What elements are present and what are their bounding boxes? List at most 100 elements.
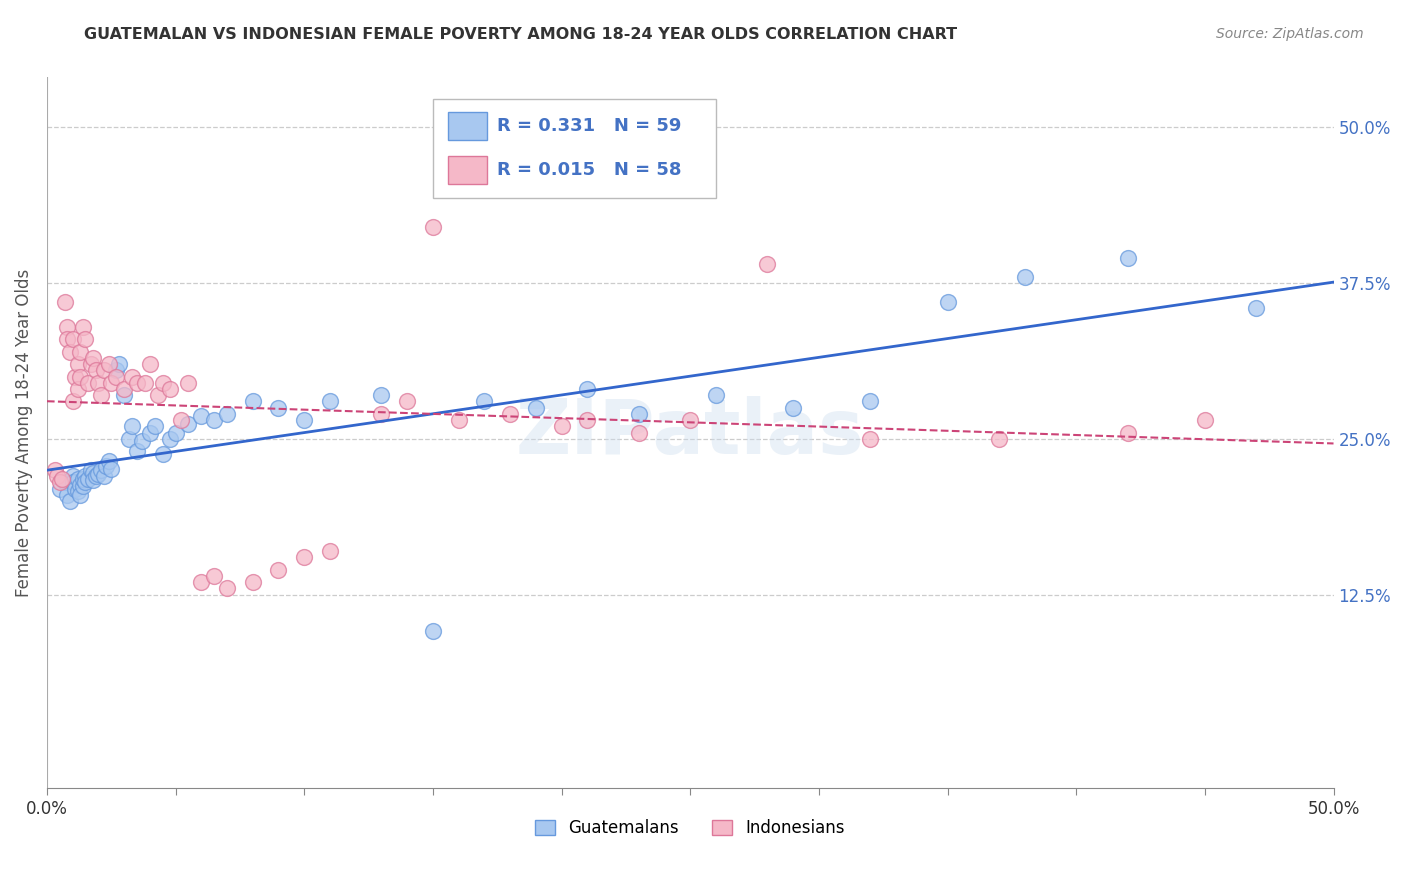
Point (139, 357, 162, 371)
Point (177, 376, 200, 390)
Point (82, 473, 104, 487)
Point (472, 394, 495, 409)
Point (66, 472, 89, 486)
Point (46, 469, 69, 483)
Point (202, 413, 225, 427)
Point (202, 569, 225, 583)
Point (69, 478, 91, 492)
Point (82, 351, 104, 365)
Point (319, 394, 342, 409)
Point (242, 394, 264, 409)
Point (79, 357, 101, 371)
Point (75, 469, 97, 483)
Point (66, 382, 89, 396)
Point (72, 479, 94, 493)
Point (146, 388, 169, 402)
Point (550, 419, 572, 434)
Point (112, 388, 135, 402)
Point (62, 469, 84, 483)
Point (49, 475, 72, 490)
Point (370, 388, 392, 402)
Point (319, 544, 342, 558)
Point (56, 488, 79, 502)
Point (108, 357, 131, 371)
Legend: Guatemalans, Indonesians: Guatemalans, Indonesians (529, 812, 852, 844)
Point (170, 413, 193, 427)
Point (82, 466, 104, 480)
Point (152, 376, 174, 390)
Point (859, 394, 882, 409)
Point (69, 488, 91, 502)
Point (105, 369, 128, 384)
Text: R = 0.015   N = 58: R = 0.015 N = 58 (498, 161, 682, 178)
Point (121, 369, 143, 384)
Point (56, 319, 79, 334)
Point (93, 363, 115, 377)
Point (139, 425, 162, 440)
Point (51, 472, 73, 486)
Point (77, 472, 100, 486)
Text: GUATEMALAN VS INDONESIAN FEMALE POVERTY AMONG 18-24 YEAR OLDS CORRELATION CHART: GUATEMALAN VS INDONESIAN FEMALE POVERTY … (84, 27, 957, 42)
Point (49, 482, 72, 496)
Point (704, 388, 727, 402)
Point (988, 432, 1011, 446)
Point (267, 563, 290, 577)
Point (87, 467, 110, 481)
Point (69, 344, 91, 359)
Point (44, 463, 66, 477)
Point (75, 332, 97, 346)
Point (576, 382, 599, 396)
Point (190, 575, 212, 590)
Point (131, 434, 153, 449)
Point (422, 624, 444, 638)
Point (1014, 269, 1036, 284)
Point (93, 469, 115, 483)
Point (72, 472, 94, 486)
Point (370, 407, 392, 421)
Point (177, 417, 200, 431)
Point (62, 394, 84, 409)
Point (53, 294, 76, 309)
Point (396, 394, 419, 409)
Point (627, 425, 650, 440)
Point (63, 369, 86, 384)
Point (134, 376, 156, 390)
Point (165, 425, 187, 440)
Point (125, 444, 148, 458)
Point (118, 432, 141, 446)
Point (90, 463, 112, 477)
Point (59, 344, 82, 359)
Point (292, 413, 315, 427)
Point (66, 357, 89, 371)
Point (87, 376, 110, 390)
Text: R = 0.331   N = 59: R = 0.331 N = 59 (498, 117, 682, 135)
Point (105, 363, 128, 377)
Point (859, 432, 882, 446)
Point (97, 454, 120, 468)
Point (756, 257, 779, 271)
FancyBboxPatch shape (449, 112, 486, 140)
Point (77, 376, 100, 390)
Point (190, 409, 212, 424)
Point (215, 582, 238, 596)
Point (267, 401, 290, 415)
Point (100, 376, 122, 390)
Point (143, 419, 166, 434)
Point (53, 475, 76, 490)
Point (79, 463, 101, 477)
Point (242, 575, 264, 590)
Text: Source: ZipAtlas.com: Source: ZipAtlas.com (1216, 27, 1364, 41)
Point (1246, 301, 1268, 315)
Point (56, 332, 79, 346)
Point (97, 357, 120, 371)
Point (679, 413, 702, 427)
Point (100, 462, 122, 476)
Point (152, 447, 174, 461)
Point (1116, 251, 1139, 265)
Point (159, 432, 181, 446)
Point (159, 382, 181, 396)
Point (1116, 425, 1139, 440)
Point (125, 376, 148, 390)
Point (72, 319, 94, 334)
Point (121, 419, 143, 434)
